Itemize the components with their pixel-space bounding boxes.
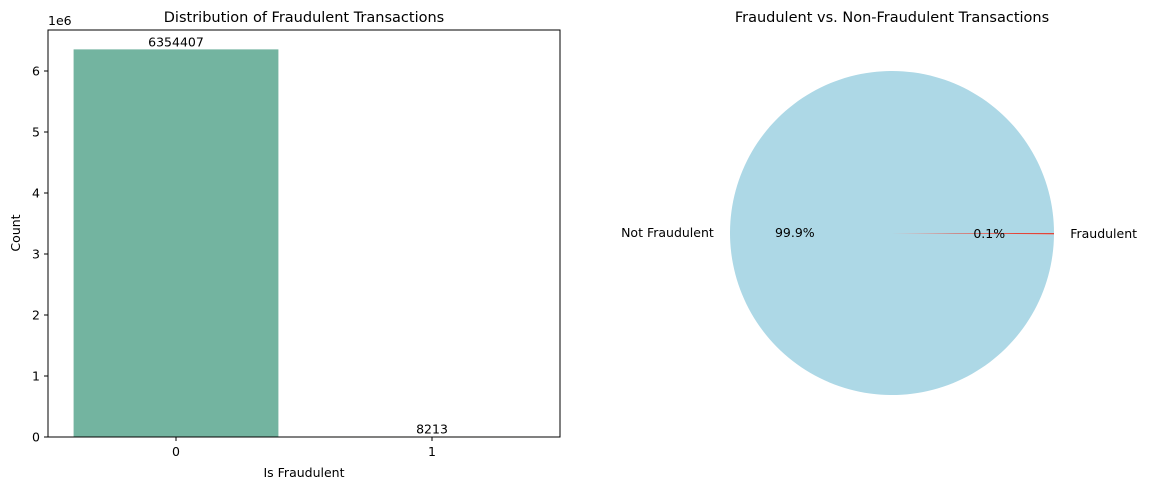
y-tick-label: 1 [32,368,40,383]
x-tick-label: 0 [172,444,180,459]
pie-slices [729,70,1054,395]
pie-label: Fraudulent [1070,226,1137,241]
y-tick-label: 4 [32,185,40,200]
bar-chart: Distribution of Fraudulent Transactions … [8,10,561,480]
pie-labels: Not Fraudulent 99.9% Fraudulent 0.1% [621,225,1137,241]
pie-chart-title: Fraudulent vs. Non-Fraudulent Transactio… [735,10,1049,26]
pie-pct-label: 0.1% [973,226,1005,241]
bar-chart-title: Distribution of Fraudulent Transactions [164,10,444,26]
bar-value-label: 6354407 [148,34,204,49]
y-ticks: 0 1 2 3 4 5 6 [32,63,48,445]
y-axis-label: Count [8,214,23,251]
y-tick-label: 0 [32,430,40,445]
y-tick-label: 5 [32,124,40,139]
pie-slice-fraudulent [892,233,1054,235]
x-tick-label: 1 [428,444,436,459]
y-tick-label: 6 [32,63,40,78]
pie-label: Not Fraudulent [621,225,714,240]
y-tick-label: 2 [32,307,40,322]
x-axis-label: Is Fraudulent [263,465,344,480]
pie-chart: Fraudulent vs. Non-Fraudulent Transactio… [621,10,1137,395]
bar-value-label: 8213 [416,421,448,436]
plot-frame [47,29,561,438]
pie-pct-label: 99.9% [775,225,815,240]
y-offset-label: 1e6 [48,13,72,28]
bar-0 [73,49,279,438]
bars-group: 6354407 8213 [73,34,535,438]
pie-slice-not-fraudulent [729,70,1054,395]
y-tick-label: 3 [32,246,40,261]
